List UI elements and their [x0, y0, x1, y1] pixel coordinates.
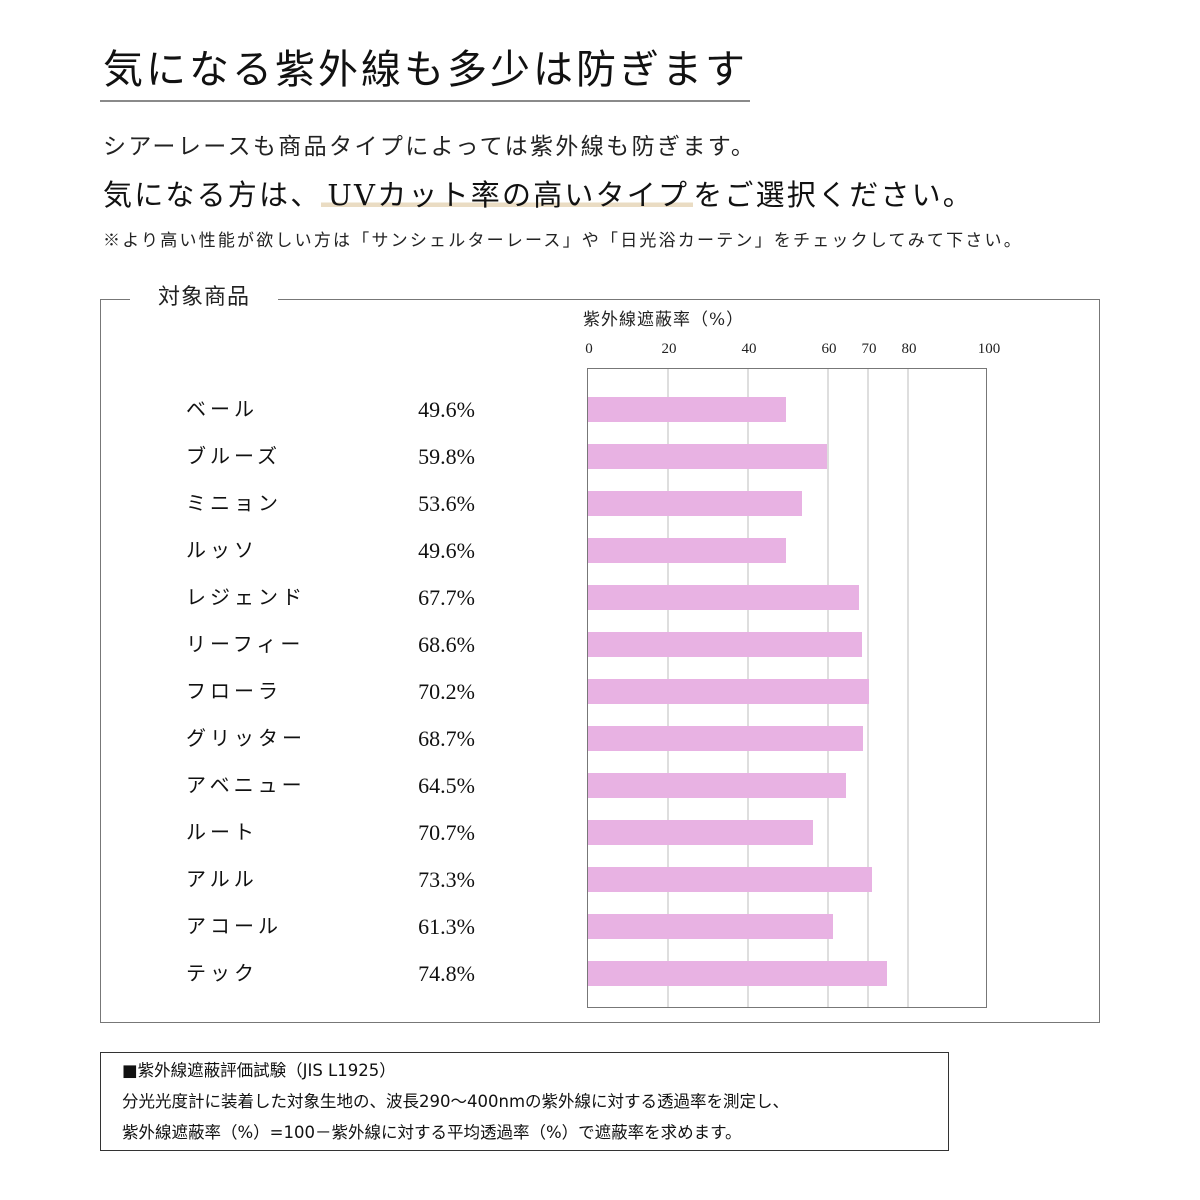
product-rows: ベール 49.6% ブルーズ 59.8% ミニョン 53.6% ルッソ 49.6% レジェンド 6…: [0, 0, 475, 986]
uv-cut-rate-value: 59.8%: [418, 444, 475, 469]
bar: [588, 585, 859, 610]
product-name: ルッソ: [186, 538, 258, 562]
product-name: リーフィー: [186, 632, 305, 656]
footnote-line: 紫外線遮蔽率（%）=100－紫外線に対する平均透過率（%）で遮蔽率を求めます。: [122, 1123, 742, 1142]
footnote-line: 分光光度計に装着した対象生地の、波長290～400nmの紫外線に対する透過率を測…: [122, 1092, 790, 1111]
uv-cut-rate-value: 74.8%: [418, 961, 475, 986]
uv-cut-rate-value: 67.7%: [418, 585, 475, 610]
product-row: フローラ 70.2%: [0, 679, 580, 704]
product-name: アルル: [186, 867, 258, 891]
title-underline: [100, 100, 750, 102]
product-name: ルート: [186, 820, 258, 844]
x-tick-label: 60: [821, 341, 837, 357]
product-row: グリッター 68.7%: [0, 726, 580, 751]
gridline: [907, 369, 909, 1007]
uv-cut-rate-value: 64.5%: [418, 773, 475, 798]
x-tick-label: 70: [861, 341, 877, 357]
product-row: ブルーズ 59.8%: [0, 444, 580, 469]
product-name: フローラ: [186, 679, 282, 703]
product-name: アコール: [186, 914, 282, 938]
product-name: レジェンド: [186, 585, 306, 609]
bar: [588, 867, 872, 892]
intro-emphasis-prefix: 気になる方は、: [103, 178, 322, 212]
bar-chart-plot-area: [587, 368, 987, 1008]
highlighted-phrase: UVカット率の高いタイプ: [321, 178, 694, 212]
product-row: リーフィー 68.6%: [0, 632, 580, 657]
bar: [588, 397, 787, 422]
footnote-title: ■紫外線遮蔽評価試験（JIS L1925）: [122, 1061, 396, 1080]
bar: [588, 820, 813, 845]
x-tick-label: 0: [585, 341, 593, 357]
uv-cut-rate-value: 68.6%: [418, 632, 475, 657]
x-tick-label: 40: [741, 341, 757, 357]
intro-text: シアーレースも商品タイプによっては紫外線も防ぎます。: [103, 134, 757, 160]
uv-cut-rate-value: 70.2%: [418, 679, 475, 704]
uv-cut-rate-value: 53.6%: [418, 491, 475, 516]
bar: [588, 632, 863, 657]
product-name: ブルーズ: [186, 444, 281, 468]
bar: [588, 773, 846, 798]
bar: [588, 538, 787, 563]
uv-cut-rate-value: 73.3%: [418, 867, 475, 892]
product-row: アコール 61.3%: [0, 914, 580, 939]
product-name: グリッター: [186, 726, 306, 750]
uv-cut-rate-value: 61.3%: [418, 914, 475, 939]
products-panel-label: 対象商品: [130, 283, 279, 313]
product-name: テック: [186, 961, 258, 985]
product-row: アルル 73.3%: [0, 867, 580, 892]
products-panel-frame: [100, 299, 1100, 1023]
product-row: ルート 70.7%: [0, 820, 580, 845]
product-row: ルッソ 49.6%: [0, 538, 580, 563]
uv-cut-rate-value: 49.6%: [418, 397, 475, 422]
bar: [588, 914, 834, 939]
x-tick-label: 100: [977, 341, 1001, 357]
product-row: ベール 49.6%: [0, 397, 580, 422]
bar: [588, 726, 863, 751]
bar: [588, 961, 888, 986]
x-tick-label: 20: [661, 341, 677, 357]
uv-cut-rate-value: 68.7%: [418, 726, 475, 751]
x-axis-ticks: 0 20 40 60 70 80 100: [0, 339, 1200, 359]
product-row: テック 74.8%: [0, 961, 580, 986]
bar: [588, 491, 803, 516]
x-tick-label: 80: [901, 341, 917, 357]
recommendation-note: ※より高い性能が欲しい方は「サンシェルターレース」や「日光浴カーテン」をチェック…: [103, 231, 1023, 251]
intro-emphasis-suffix: をご選択ください。: [693, 178, 975, 212]
bar: [588, 679, 869, 704]
product-name: ミニョン: [186, 491, 282, 515]
bar: [588, 444, 828, 469]
intro-emphasis-text: 気になる方は、 UVカット率の高いタイプ をご選択ください。: [103, 175, 974, 215]
product-name: ベール: [186, 397, 258, 421]
page-title: 気になる紫外線も多少は防ぎます: [103, 47, 748, 93]
chart-axis-title: 紫外線遮蔽率（%）: [583, 310, 745, 330]
uv-cut-rate-value: 49.6%: [418, 538, 475, 563]
product-row: ミニョン 53.6%: [0, 491, 580, 516]
product-name: アベニュー: [186, 773, 306, 797]
test-method-footnote: ■紫外線遮蔽評価試験（JIS L1925） 分光光度計に装着した対象生地の、波長…: [100, 1052, 949, 1151]
product-row: アベニュー 64.5%: [0, 773, 580, 798]
product-row: レジェンド 67.7%: [0, 585, 580, 610]
uv-cut-rate-value: 70.7%: [418, 820, 475, 845]
